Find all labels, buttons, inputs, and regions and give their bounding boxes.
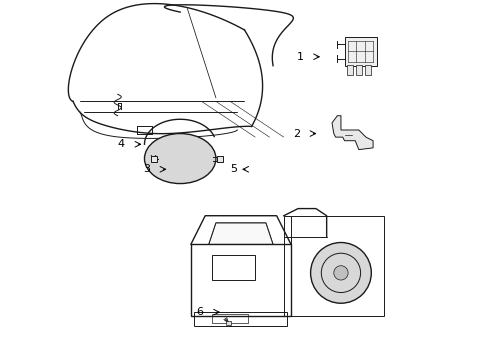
- Bar: [217, 157, 223, 162]
- Bar: [151, 157, 157, 162]
- Bar: [190, 244, 290, 316]
- Bar: [283, 216, 383, 316]
- Ellipse shape: [144, 134, 216, 184]
- Polygon shape: [331, 116, 372, 150]
- Bar: [364, 65, 370, 75]
- Text: 1: 1: [296, 52, 303, 62]
- Bar: [346, 65, 352, 75]
- Text: 6: 6: [196, 307, 203, 317]
- Circle shape: [333, 266, 347, 280]
- Text: 3: 3: [142, 164, 149, 174]
- Bar: [194, 312, 287, 327]
- Circle shape: [310, 243, 370, 303]
- Text: 2: 2: [292, 129, 299, 139]
- Bar: [226, 321, 231, 325]
- Bar: [344, 37, 376, 66]
- Bar: [212, 255, 255, 280]
- Text: 5: 5: [230, 164, 237, 174]
- Bar: [355, 65, 361, 75]
- Text: 4: 4: [118, 139, 124, 149]
- Polygon shape: [208, 223, 272, 244]
- Bar: [212, 314, 247, 323]
